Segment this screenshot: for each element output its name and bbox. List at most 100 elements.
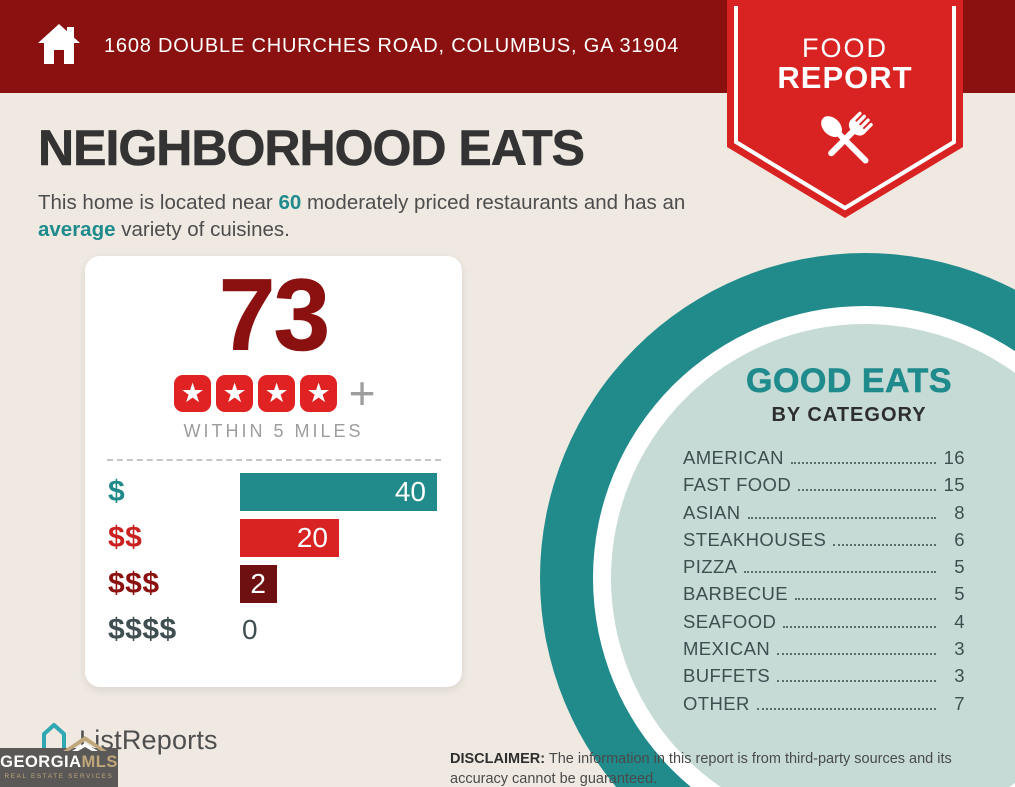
disclaimer-text: The information in this report is from t…: [450, 750, 952, 787]
category-list: AMERICAN 16 FAST FOOD 15 ASIAN 8 STEAKHOUSES 6 P…: [683, 447, 965, 720]
star-icon: ★: [216, 374, 254, 412]
price-tier-row: $$$$ 0: [85, 607, 462, 653]
ribbon-shape: [727, 0, 963, 218]
category-value: 6: [954, 528, 965, 550]
variety-highlight: average: [38, 217, 116, 241]
dotted-leader: [756, 707, 936, 710]
category-value: 3: [954, 638, 965, 660]
disclaimer-label: DISCLAIMER:: [450, 750, 546, 767]
price-tier-chart: $40 $$ 20 $$$ 2 $$$$ 0: [85, 469, 462, 653]
dotted-leader: [744, 571, 936, 574]
restaurant-score: 73: [218, 258, 330, 372]
category-value: 5: [954, 556, 965, 578]
category-row: ASIAN 8: [683, 502, 965, 529]
category-row: OTHER 7: [683, 693, 965, 720]
dotted-leader: [783, 625, 936, 628]
category-label: BUFFETS: [683, 665, 771, 687]
dotted-leader: [777, 653, 936, 656]
mls-wordmark-mls: MLS: [81, 753, 118, 771]
category-label: OTHER: [683, 692, 750, 714]
bar-track: 20: [240, 519, 462, 558]
disclaimer: DISCLAIMER: The information in this repo…: [450, 749, 974, 787]
category-row: BUFFETS 3: [683, 665, 965, 692]
bar-track: 40: [240, 473, 462, 512]
category-value: 5: [954, 583, 965, 605]
price-tier-row: $40: [85, 469, 462, 515]
category-label: FAST FOOD: [683, 474, 792, 496]
category-value: 16: [943, 447, 965, 468]
intro-text-part: This home is located near: [38, 190, 279, 214]
category-value: 7: [954, 692, 965, 714]
bar-value: 0: [242, 614, 258, 646]
category-row: BARBECUE 5: [683, 583, 965, 610]
bar-value: 20: [296, 522, 328, 554]
dashed-divider: [106, 459, 441, 462]
mls-wordmark: GEORGIA MLS: [0, 753, 118, 772]
price-tier-label: $$$: [108, 567, 160, 601]
good-eats-title: GOOD EATS: [746, 362, 952, 401]
georgia-mls-logo: GEORGIA MLS REAL ESTATE SERVICES: [0, 736, 118, 787]
page-title: NEIGHBORHOOD EATS: [38, 120, 586, 176]
category-row: AMERICAN 16: [683, 447, 965, 474]
bar-track: 0: [240, 614, 462, 646]
property-address: 1608 DOUBLE CHURCHES ROAD, COLUMBUS, GA …: [104, 35, 680, 57]
bar-track: 2: [240, 565, 462, 604]
price-tier-label: $: [108, 475, 126, 509]
dotted-leader: [798, 489, 936, 492]
category-value: 15: [943, 474, 965, 496]
restaurant-count: 60: [278, 190, 302, 214]
radius-label: WITHIN 5 MILES: [183, 421, 364, 442]
category-label: MEXICAN: [683, 638, 771, 660]
price-tier-label: $$$$: [108, 613, 177, 647]
category-row: STEAKHOUSES 6: [683, 529, 965, 556]
price-tier-row: $$ 20: [85, 515, 462, 561]
utensils-icon: [821, 111, 873, 164]
dotted-leader: [747, 516, 936, 519]
bar-value: 2: [250, 568, 266, 600]
home-icon: [36, 22, 82, 71]
bar: 20: [240, 519, 339, 558]
dotted-leader: [833, 543, 936, 546]
mls-wordmark-georgia: GEORGIA: [0, 753, 82, 771]
category-label: SEAFOOD: [683, 610, 777, 632]
mls-tagline: REAL ESTATE SERVICES: [4, 773, 114, 780]
badge-line1: FOOD: [802, 33, 888, 63]
category-label: PIZZA: [683, 556, 738, 578]
food-report-badge: FOOD REPORT: [727, 0, 963, 220]
good-eats-subtitle: BY CATEGORY: [771, 404, 927, 426]
dotted-leader: [790, 462, 936, 464]
price-tier-label: $$: [108, 521, 143, 555]
intro-text: This home is located near 60 moderately …: [38, 189, 693, 243]
mls-roof-icon: [62, 736, 108, 756]
plus-sign: +: [348, 367, 376, 420]
star-tiles: ★ ★ ★ ★: [172, 374, 340, 412]
category-value: 4: [954, 610, 965, 632]
bar: 40: [240, 473, 437, 512]
dotted-leader: [794, 598, 936, 601]
star-icon: ★: [174, 374, 212, 412]
star-rating: ★ ★ ★ ★ +: [85, 367, 462, 420]
price-tier-row: $$$ 2: [85, 561, 462, 607]
intro-text-part: moderately priced restaurants and has an: [301, 190, 686, 214]
category-row: MEXICAN 3: [683, 638, 965, 665]
bar: 2: [240, 565, 277, 604]
category-row: PIZZA 5: [683, 556, 965, 583]
good-eats-panel: GOOD EATS BY CATEGORY AMERICAN 16 FAST FOO…: [683, 362, 965, 720]
intro-text-part: variety of cuisines.: [115, 217, 290, 241]
dotted-leader: [777, 680, 936, 683]
star-icon: ★: [300, 374, 338, 412]
category-row: FAST FOOD 15: [683, 474, 965, 501]
category-label: AMERICAN: [683, 447, 784, 468]
category-row: SEAFOOD 4: [683, 611, 965, 638]
category-value: 3: [954, 665, 965, 687]
intro-section: NEIGHBORHOOD EATS This home is located n…: [38, 122, 718, 243]
category-value: 8: [954, 501, 965, 523]
category-label: ASIAN: [683, 501, 741, 523]
badge-line2: REPORT: [777, 60, 913, 95]
score-card: 73 ★ ★ ★ ★ + WITHIN 5 MILES $40 $$ 20 $$$ 2 $$$$…: [85, 256, 462, 687]
star-icon: ★: [258, 374, 296, 412]
category-label: STEAKHOUSES: [683, 528, 827, 550]
category-label: BARBECUE: [683, 583, 788, 605]
bar-value: 40: [394, 476, 426, 508]
